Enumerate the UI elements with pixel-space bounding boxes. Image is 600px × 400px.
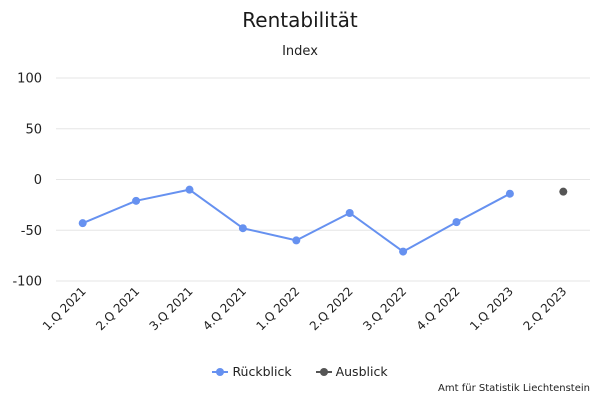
legend-label-ausblick: Ausblick — [335, 364, 388, 379]
x-tick-label: 2.Q 2023 — [520, 284, 569, 333]
x-tick-label: 1.Q 2023 — [467, 284, 516, 333]
legend: Rückblick Ausblick — [0, 364, 600, 380]
y-tick-label: 50 — [25, 122, 42, 137]
legend-label-rueckblick: Rückblick — [232, 364, 292, 379]
x-tick-label: 2.Q 2022 — [307, 284, 356, 333]
y-tick-label: 0 — [34, 173, 42, 188]
x-tick-label: 3.Q 2021 — [147, 284, 196, 333]
legend-swatch-ausblick — [315, 367, 332, 377]
data-point-0 — [238, 224, 247, 233]
data-point-0 — [452, 218, 461, 227]
chart-subtitle: Index — [282, 44, 318, 59]
y-tick-label: -100 — [12, 275, 42, 290]
legend-item-rueckblick[interactable]: Rückblick — [212, 364, 292, 379]
chart-title: Rentabilität — [242, 8, 358, 32]
x-tick-label: 2.Q 2021 — [93, 284, 142, 333]
x-tick-label: 4.Q 2021 — [200, 284, 249, 333]
x-tick-label: 1.Q 2021 — [40, 284, 89, 333]
legend-swatch-rueckblick — [212, 367, 229, 377]
x-tick-label: 3.Q 2022 — [360, 284, 409, 333]
credit-text: Amt für Statistik Liechtenstein — [438, 383, 590, 394]
data-point-1 — [559, 187, 568, 196]
data-point-0 — [292, 236, 301, 245]
data-point-0 — [505, 189, 514, 198]
data-point-0 — [132, 196, 141, 205]
data-point-0 — [399, 247, 408, 256]
data-point-0 — [345, 208, 354, 217]
y-tick-label: 100 — [17, 72, 42, 87]
x-tick-label: 1.Q 2022 — [253, 284, 302, 333]
data-point-0 — [185, 185, 194, 194]
x-tick-label: 4.Q 2022 — [414, 284, 463, 333]
legend-item-ausblick[interactable]: Ausblick — [315, 364, 388, 379]
y-tick-label: -50 — [21, 224, 42, 239]
data-point-0 — [78, 219, 87, 228]
